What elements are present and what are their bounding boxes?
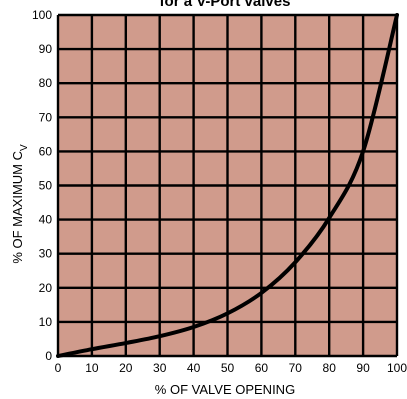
series-line xyxy=(56,13,399,358)
x-tick-label: 10 xyxy=(85,361,99,375)
grid xyxy=(56,13,399,358)
y-tick-label: 0 xyxy=(45,349,52,363)
series-layer xyxy=(56,13,399,358)
x-tick-label: 80 xyxy=(323,361,337,375)
y-tick-label: 100 xyxy=(32,8,52,22)
chart-title: for a V-Port valves xyxy=(160,0,291,10)
y-axis-ticks: 0 10 20 30 40 50 60 70 80 90 100 xyxy=(32,8,52,363)
y-tick-label: 20 xyxy=(39,281,53,295)
x-tick-label: 0 xyxy=(55,361,62,375)
y-tick-label: 30 xyxy=(39,247,53,261)
x-tick-label: 100 xyxy=(387,361,407,375)
x-axis-label: % OF VALVE OPENING xyxy=(155,382,295,397)
x-tick-label: 50 xyxy=(221,361,235,375)
y-tick-label: 80 xyxy=(39,76,53,90)
x-axis-ticks: 0 10 20 30 40 50 60 70 80 90 100 xyxy=(55,361,407,375)
x-tick-label: 90 xyxy=(356,361,370,375)
x-tick-label: 60 xyxy=(255,361,269,375)
y-tick-label: 10 xyxy=(39,315,53,329)
x-tick-label: 40 xyxy=(187,361,201,375)
x-tick-label: 20 xyxy=(119,361,133,375)
x-tick-label: 70 xyxy=(289,361,303,375)
y-tick-label: 70 xyxy=(39,110,53,124)
y-axis-label-main: % OF MAXIMUM C xyxy=(10,151,25,264)
y-tick-label: 40 xyxy=(39,213,53,227)
y-tick-label: 90 xyxy=(39,42,53,56)
x-tick-label: 30 xyxy=(153,361,167,375)
y-tick-label: 60 xyxy=(39,144,53,158)
y-tick-label: 50 xyxy=(39,179,53,193)
y-axis-label: % OF MAXIMUM CV xyxy=(10,144,30,264)
y-axis-label-subscript: V xyxy=(19,144,30,151)
